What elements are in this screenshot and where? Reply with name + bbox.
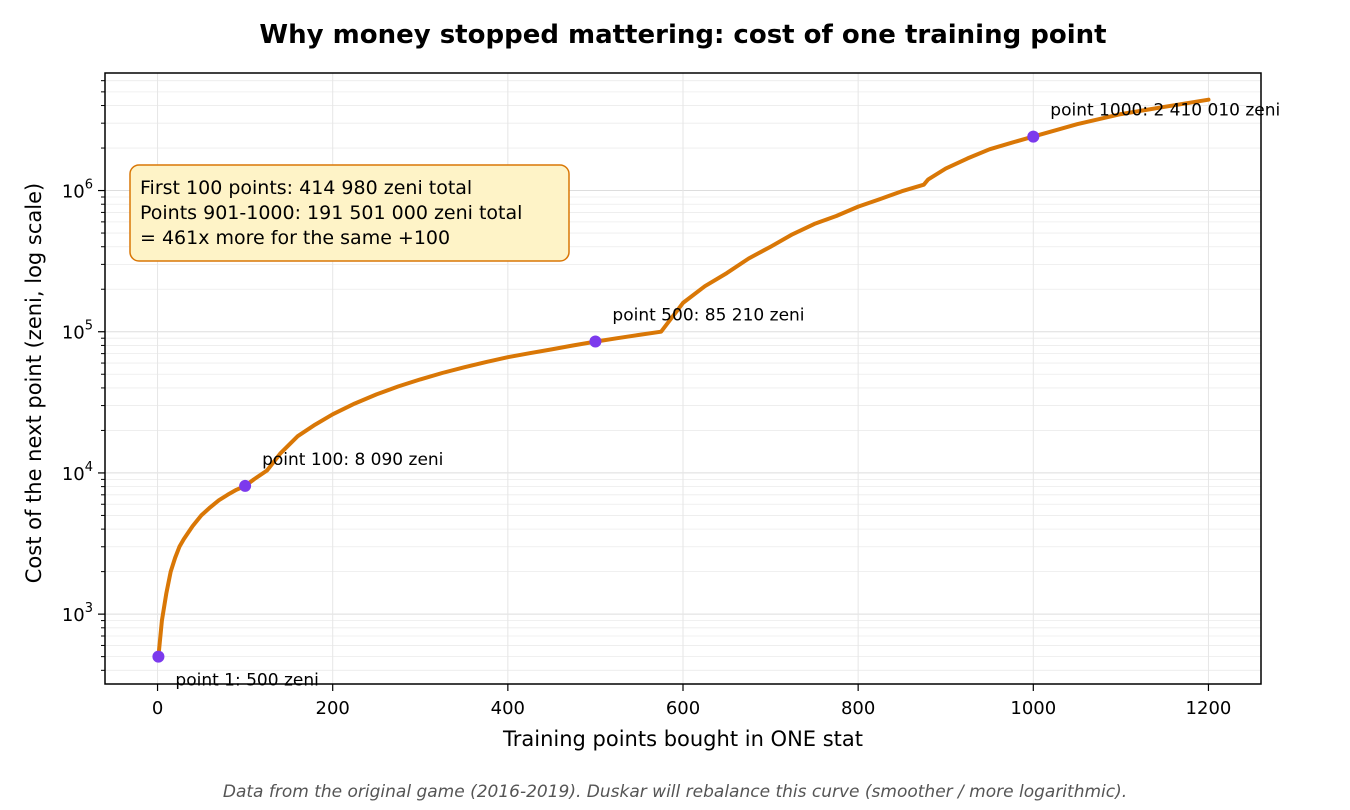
- marker-point: [1027, 130, 1040, 143]
- y-tick-base: 10: [62, 605, 85, 626]
- y-tick-exponent: 4: [85, 460, 93, 475]
- series-layer: [156, 97, 1211, 659]
- x-axis-label: Training points bought in ONE stat: [502, 727, 863, 751]
- y-tick-label: 105: [62, 319, 93, 344]
- marker-annotation: point 1000: 2 410 010 zeni: [1050, 101, 1280, 121]
- series-line: [156, 97, 1211, 659]
- chart-title: Why money stopped mattering: cost of one…: [259, 20, 1106, 50]
- marker-point: [152, 650, 165, 663]
- x-tick-label: 800: [841, 698, 875, 719]
- y-tick-label: 106: [62, 178, 93, 203]
- x-tick-label: 200: [316, 698, 350, 719]
- x-tick-label: 400: [491, 698, 525, 719]
- x-tick-label: 0: [152, 698, 163, 719]
- marker-point: [589, 335, 602, 348]
- info-box: First 100 points: 414 980 zeni total Poi…: [129, 164, 570, 262]
- info-box-line-3: = 461x more for the same +100: [140, 227, 450, 249]
- info-box-line-1: First 100 points: 414 980 zeni total: [140, 177, 472, 199]
- info-box-line-2: Points 901-1000: 191 501 000 zeni total: [140, 202, 522, 224]
- y-tick-exponent: 6: [85, 178, 93, 193]
- marker-point: [239, 479, 252, 492]
- info-box-background: [129, 164, 570, 262]
- y-tick-base: 10: [62, 323, 85, 344]
- y-tick-base: 10: [62, 182, 85, 203]
- y-tick-base: 10: [62, 464, 85, 485]
- y-tick-label: 103: [62, 601, 93, 626]
- marker-annotation: point 1: 500 zeni: [175, 671, 318, 691]
- grid: [105, 73, 1261, 684]
- x-tick-label: 1200: [1186, 698, 1232, 719]
- footnote: Data from the original game (2016-2019).…: [223, 782, 1127, 802]
- y-tick-exponent: 5: [85, 319, 93, 334]
- x-tick-label: 1000: [1010, 698, 1056, 719]
- x-tick-label: 600: [666, 698, 700, 719]
- marker-annotation: point 500: 85 210 zeni: [612, 306, 804, 326]
- y-tick-label: 104: [62, 460, 93, 485]
- y-axis-label: Cost of the next point (zeni, log scale): [22, 183, 46, 583]
- y-tick-exponent: 3: [85, 601, 93, 616]
- marker-annotation: point 100: 8 090 zeni: [262, 450, 443, 470]
- markers-layer: point 1: 500 zeni point 100: 8 090 zeni po…: [152, 101, 1280, 691]
